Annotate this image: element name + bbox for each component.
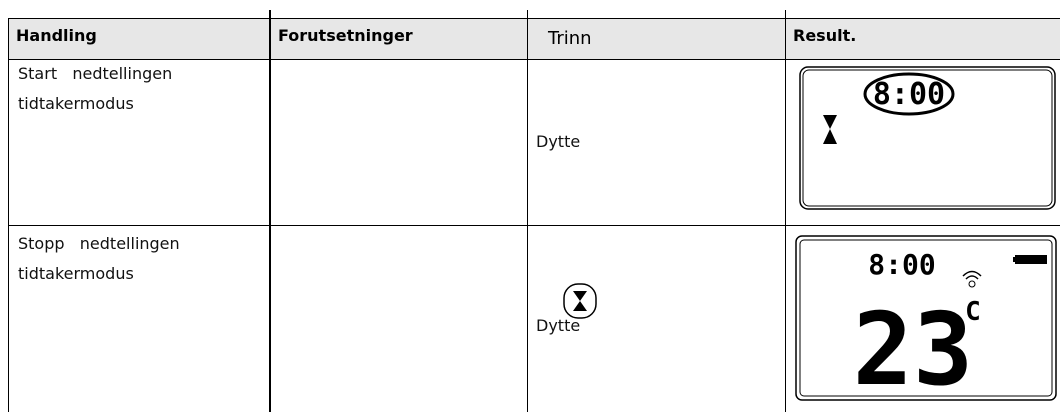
step-text: Dytte <box>536 316 581 335</box>
column-border <box>8 18 9 412</box>
row-border <box>8 225 1060 226</box>
column-border <box>269 10 271 412</box>
header-cell: Result. <box>793 26 857 45</box>
action-text: tidtakermodus <box>18 264 134 283</box>
header-cell: Trinn <box>548 28 592 49</box>
lcd-temperature: 23 <box>853 291 973 408</box>
action-text: Stopp nedtellingen <box>18 234 180 253</box>
column-border <box>785 10 786 412</box>
action-text: tidtakermodus <box>18 94 134 113</box>
hourglass-button <box>563 283 597 319</box>
lcd-time: 8:00 <box>868 248 935 281</box>
column-border <box>527 10 528 412</box>
header-row <box>8 18 1060 60</box>
lcd-displays: 8:00 8:00 23 C <box>795 66 1057 408</box>
header-cell: Handling <box>16 26 97 45</box>
lcd-unit: C <box>965 297 981 327</box>
lcd-time: 8:00 <box>873 77 945 112</box>
action-text: Start nedtellingen <box>18 64 173 83</box>
step-text: Dytte <box>536 132 581 151</box>
header-cell: Forutsetninger <box>278 26 413 45</box>
